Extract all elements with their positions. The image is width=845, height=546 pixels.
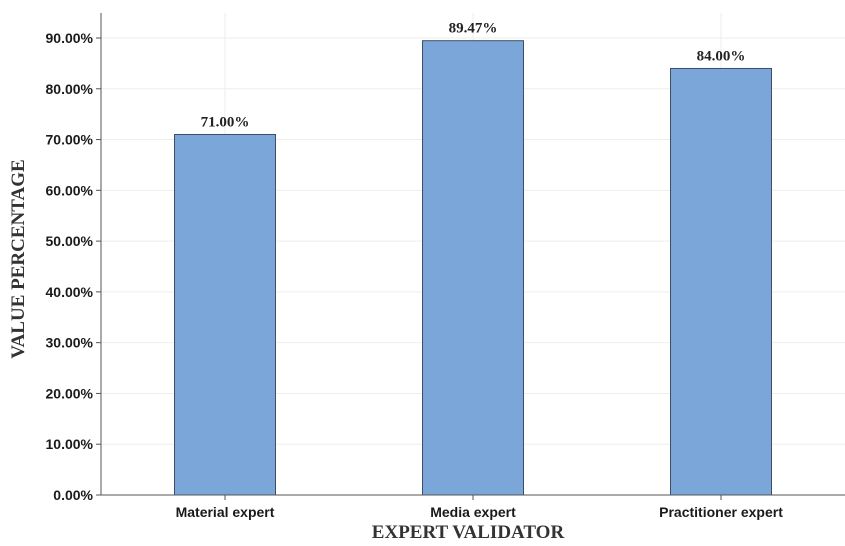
y-tick-label: 80.00% <box>46 81 94 97</box>
bar <box>422 40 524 496</box>
y-tick-label: 40.00% <box>46 284 94 300</box>
data-label: 89.47% <box>449 21 498 37</box>
bar <box>670 67 772 496</box>
data-labels: 71.00% 89.47% 84.00% <box>201 21 746 131</box>
x-tick-label: Media expert <box>430 504 516 520</box>
bar <box>174 133 276 496</box>
bar-layer <box>174 40 772 496</box>
y-tick-label: 70.00% <box>46 132 94 148</box>
x-tick-label: Practitioner expert <box>659 504 783 520</box>
y-tick-label: 60.00% <box>46 182 94 198</box>
x-tick-label: Material expert <box>176 504 275 520</box>
x-axis-title: EXPERT VALIDATOR <box>372 522 565 543</box>
y-tick-label: 30.00% <box>46 335 94 351</box>
y-tick-labels: 0.00% 10.00% 20.00% 30.00% 40.00% 50.00% 60.00… <box>46 30 101 503</box>
data-label: 84.00% <box>697 48 746 64</box>
y-tick-label: 20.00% <box>46 385 94 401</box>
y-tick-label: 10.00% <box>46 436 94 452</box>
y-tick-label: 0.00% <box>53 487 93 503</box>
y-axis-title: VALUE PERCENTAGE <box>8 159 29 358</box>
data-label: 71.00% <box>201 114 250 130</box>
y-tick-label: 50.00% <box>46 233 94 249</box>
y-tick-label: 90.00% <box>46 30 94 46</box>
x-tick-labels: Material expert Media expert Practitioner … <box>176 495 783 520</box>
